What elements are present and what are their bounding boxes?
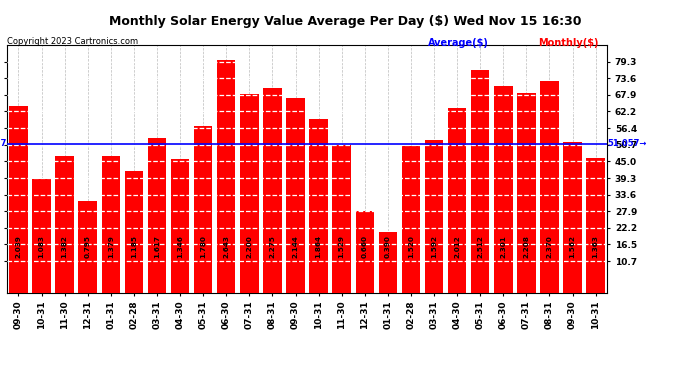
- Bar: [263, 88, 282, 292]
- Bar: [101, 156, 120, 292]
- Bar: [355, 211, 374, 292]
- Text: ←51.057: ←51.057: [0, 140, 7, 148]
- Text: 0.795: 0.795: [85, 236, 90, 258]
- Text: 1.083: 1.083: [39, 236, 45, 258]
- Text: 1.592: 1.592: [431, 236, 437, 258]
- Bar: [240, 94, 259, 292]
- Text: 1.617: 1.617: [154, 236, 160, 258]
- Text: 2.643: 2.643: [224, 236, 229, 258]
- Bar: [379, 232, 397, 292]
- Bar: [448, 108, 466, 292]
- Text: 1.864: 1.864: [315, 236, 322, 258]
- Text: 0.390: 0.390: [385, 236, 391, 258]
- Bar: [194, 126, 213, 292]
- Text: 2.370: 2.370: [546, 236, 553, 258]
- Text: 1.379: 1.379: [108, 236, 114, 258]
- Bar: [32, 179, 51, 292]
- Text: 1.346: 1.346: [177, 236, 183, 258]
- Text: 2.012: 2.012: [454, 236, 460, 258]
- Text: 1.382: 1.382: [61, 236, 68, 258]
- Text: 1.520: 1.520: [408, 236, 414, 258]
- Bar: [518, 93, 535, 292]
- Bar: [125, 171, 143, 292]
- Text: 1.185: 1.185: [131, 236, 137, 258]
- Text: 2.208: 2.208: [524, 236, 529, 258]
- Text: 2.200: 2.200: [246, 236, 253, 258]
- Text: Copyright 2023 Cartronics.com: Copyright 2023 Cartronics.com: [7, 38, 138, 46]
- Bar: [79, 201, 97, 292]
- Bar: [9, 106, 28, 292]
- Bar: [286, 98, 305, 292]
- Bar: [540, 81, 559, 292]
- Bar: [148, 138, 166, 292]
- Text: 2.144: 2.144: [293, 236, 299, 258]
- Text: 2.275: 2.275: [269, 236, 275, 258]
- Text: 2.512: 2.512: [477, 236, 483, 258]
- Bar: [494, 86, 513, 292]
- Text: 2.039: 2.039: [15, 236, 21, 258]
- Text: Monthly Solar Energy Value Average Per Day ($) Wed Nov 15 16:30: Monthly Solar Energy Value Average Per D…: [109, 15, 581, 28]
- Bar: [309, 119, 328, 292]
- Text: 2.301: 2.301: [500, 236, 506, 258]
- Bar: [55, 156, 74, 292]
- Text: Monthly($): Monthly($): [538, 38, 599, 48]
- Text: 1.780: 1.780: [200, 236, 206, 258]
- Bar: [563, 142, 582, 292]
- Text: 0.660: 0.660: [362, 236, 368, 258]
- Bar: [471, 70, 489, 292]
- Text: 51.057→: 51.057→: [607, 140, 647, 148]
- Bar: [425, 140, 443, 292]
- Text: 1.562: 1.562: [569, 236, 575, 258]
- Bar: [586, 158, 605, 292]
- Bar: [217, 60, 235, 292]
- Text: Average($): Average($): [428, 38, 489, 48]
- Text: 1.363: 1.363: [593, 236, 599, 258]
- Text: 1.529: 1.529: [339, 236, 345, 258]
- Bar: [333, 145, 351, 292]
- Bar: [171, 159, 189, 292]
- Bar: [402, 146, 420, 292]
